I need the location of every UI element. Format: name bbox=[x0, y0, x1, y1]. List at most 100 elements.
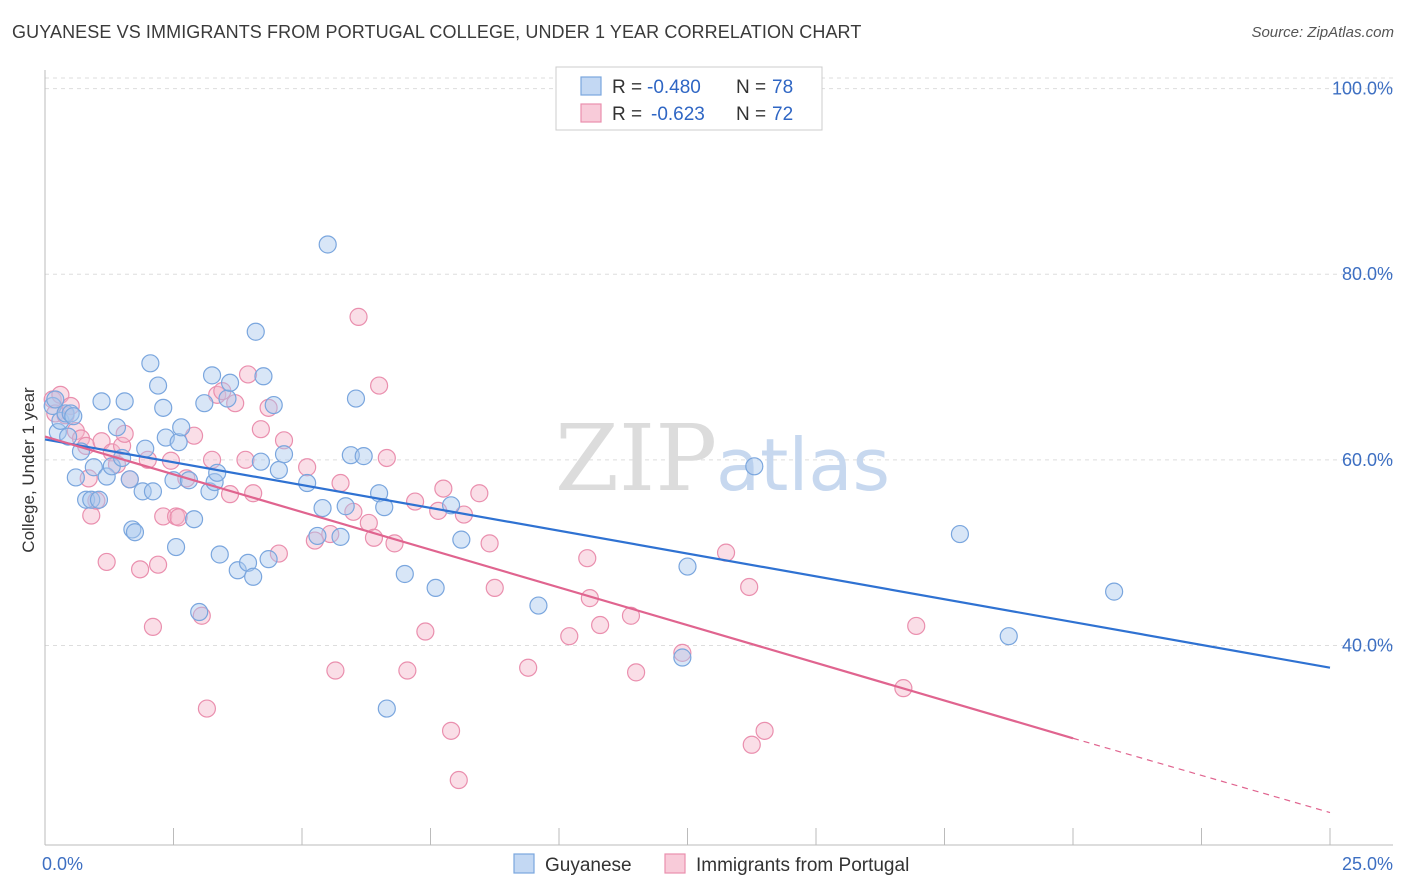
legend-n-label-2: N = bbox=[736, 104, 766, 125]
point-guyanese bbox=[377, 699, 396, 718]
point-guyanese bbox=[336, 497, 355, 516]
point-guyanese bbox=[244, 567, 263, 586]
series-portugal-points bbox=[43, 307, 926, 790]
bottom-legend-label-guyanese: Guyanese bbox=[545, 855, 632, 876]
point-portugal bbox=[349, 307, 368, 326]
point-guyanese bbox=[169, 433, 188, 452]
legend-swatch-guyanese bbox=[580, 76, 602, 96]
point-portugal bbox=[485, 578, 504, 598]
point-guyanese bbox=[148, 376, 168, 395]
point-guyanese bbox=[251, 452, 270, 471]
point-portugal bbox=[130, 560, 150, 579]
x-tick-label-min: 0.0% bbox=[42, 854, 83, 874]
point-portugal bbox=[97, 552, 116, 572]
legend-swatch-portugal bbox=[580, 103, 602, 123]
point-guyanese bbox=[77, 490, 96, 509]
point-guyanese bbox=[218, 389, 237, 408]
point-portugal bbox=[184, 426, 204, 445]
point-portugal bbox=[578, 549, 597, 568]
point-guyanese bbox=[123, 520, 142, 539]
point-guyanese bbox=[274, 445, 294, 464]
point-portugal bbox=[480, 534, 499, 553]
point-guyanese bbox=[264, 395, 283, 415]
point-guyanese bbox=[331, 527, 350, 546]
legend-r-label-2: R = bbox=[612, 104, 642, 125]
trend-line-portugal-extension bbox=[1072, 737, 1331, 814]
point-guyanese bbox=[745, 457, 764, 476]
point-guyanese bbox=[308, 526, 327, 546]
bottom-legend-swatch-portugal bbox=[664, 853, 686, 874]
point-portugal bbox=[434, 479, 453, 498]
point-guyanese bbox=[259, 550, 278, 569]
point-portugal bbox=[405, 492, 425, 511]
point-portugal bbox=[621, 606, 641, 625]
bottom-legend: Guyanese Immigrants from Portugal bbox=[513, 853, 909, 876]
point-guyanese bbox=[82, 490, 101, 509]
y-axis-label: College, Under 1 year bbox=[19, 387, 38, 553]
point-portugal bbox=[298, 458, 317, 477]
bottom-legend-label-portugal: Immigrants from Portugal bbox=[696, 855, 909, 876]
y-tick-label: 40.0% bbox=[1342, 635, 1393, 655]
point-portugal bbox=[755, 721, 774, 740]
point-portugal bbox=[331, 473, 350, 493]
point-guyanese bbox=[673, 648, 692, 667]
point-guyanese bbox=[228, 561, 247, 580]
point-guyanese bbox=[46, 390, 65, 409]
legend-r-label-1: R = bbox=[612, 77, 642, 98]
y-tick-label: 80.0% bbox=[1342, 264, 1393, 284]
point-portugal bbox=[370, 376, 389, 395]
point-guyanese bbox=[202, 366, 222, 385]
point-guyanese bbox=[172, 418, 191, 437]
point-guyanese bbox=[220, 373, 240, 392]
point-guyanese bbox=[184, 510, 204, 529]
point-portugal bbox=[742, 735, 761, 754]
axes bbox=[44, 70, 1393, 846]
point-guyanese bbox=[166, 537, 186, 557]
point-portugal bbox=[416, 622, 435, 641]
y-axis-tick-labels: 100.0% 80.0% 60.0% 40.0% bbox=[1332, 79, 1393, 656]
point-guyanese bbox=[92, 392, 111, 411]
point-guyanese bbox=[115, 392, 134, 411]
point-guyanese bbox=[354, 447, 373, 466]
point-portugal bbox=[251, 420, 270, 439]
legend-r-value-1: -0.480 bbox=[647, 77, 701, 98]
point-portugal bbox=[197, 699, 217, 718]
source-label: Source: ZipAtlas.com bbox=[1251, 24, 1394, 41]
chart-title: GUYANESE VS IMMIGRANTS FROM PORTUGAL COL… bbox=[12, 22, 862, 42]
point-guyanese bbox=[208, 463, 227, 482]
point-portugal bbox=[154, 507, 173, 526]
point-guyanese bbox=[441, 496, 461, 515]
watermark: ZIP atlas bbox=[555, 405, 890, 512]
point-guyanese bbox=[84, 458, 103, 477]
y-tick-label: 60.0% bbox=[1342, 450, 1393, 470]
point-portugal bbox=[79, 469, 98, 488]
point-guyanese bbox=[341, 446, 360, 465]
point-guyanese bbox=[107, 418, 127, 437]
trend-line-guyanese bbox=[44, 438, 1331, 669]
point-portugal bbox=[626, 663, 646, 682]
point-guyanese bbox=[133, 482, 152, 501]
point-portugal bbox=[238, 365, 258, 384]
point-guyanese bbox=[426, 578, 445, 598]
point-portugal bbox=[143, 617, 163, 636]
point-guyanese bbox=[136, 439, 155, 458]
point-guyanese bbox=[298, 473, 317, 493]
point-portugal bbox=[385, 534, 404, 553]
point-guyanese bbox=[89, 490, 109, 509]
x-tick-label-max: 25.0% bbox=[1342, 854, 1393, 874]
point-guyanese bbox=[190, 602, 209, 622]
legend-n-value-2: 72 bbox=[772, 104, 793, 125]
watermark-atlas: atlas bbox=[716, 423, 890, 507]
point-portugal bbox=[673, 643, 692, 662]
point-portugal bbox=[398, 661, 417, 680]
point-portugal bbox=[169, 508, 188, 527]
point-guyanese bbox=[64, 407, 83, 426]
point-guyanese bbox=[678, 557, 697, 576]
point-portugal bbox=[259, 398, 278, 417]
point-portugal bbox=[470, 484, 489, 503]
point-guyanese bbox=[254, 367, 273, 386]
point-portugal bbox=[441, 721, 461, 740]
point-guyanese bbox=[269, 460, 288, 480]
point-guyanese bbox=[346, 389, 366, 408]
point-guyanese bbox=[97, 467, 116, 486]
